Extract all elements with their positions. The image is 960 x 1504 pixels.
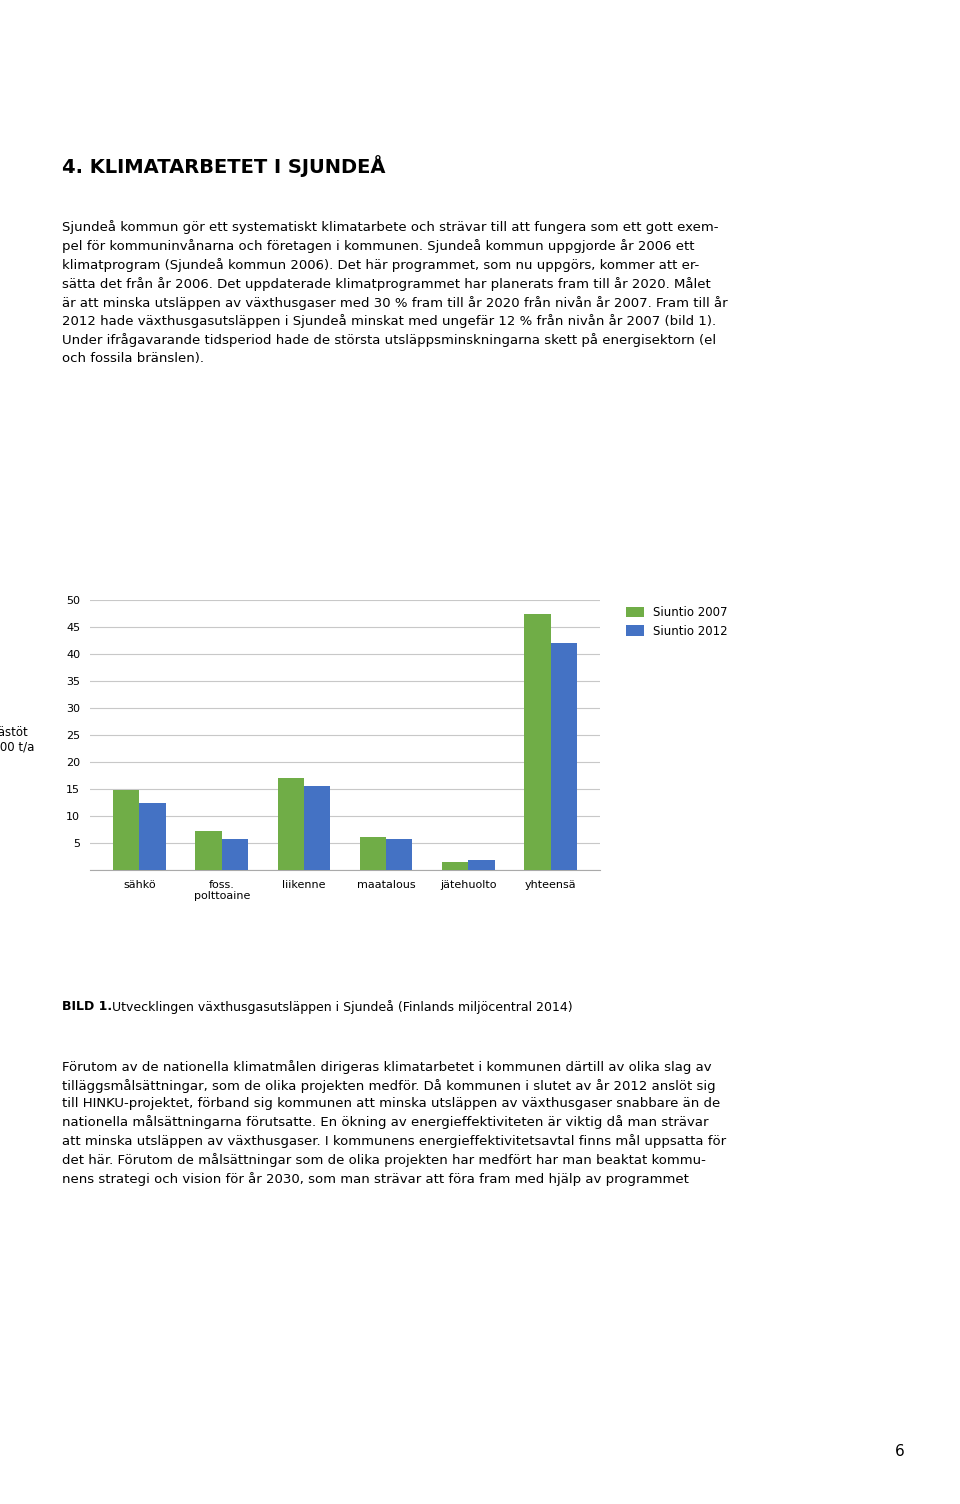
Bar (442, 862, 468, 869)
Bar (386, 839, 413, 869)
Text: Utvecklingen växthusgasutsläppen i Sjundeå (Finlands miljöcentral 2014): Utvecklingen växthusgasutsläppen i Sjund… (108, 1000, 572, 1014)
Bar (113, 790, 139, 869)
Text: Päästöt
1000 t/a: Päästöt 1000 t/a (0, 726, 35, 754)
Bar (550, 644, 577, 869)
Bar (222, 839, 248, 869)
Text: SJUNDEÅ KOMMUNS KLIMATPROGRAM: SJUNDEÅ KOMMUNS KLIMATPROGRAM (316, 18, 644, 36)
Text: 4. KLIMATARBETET I SJUNDEÅ: 4. KLIMATARBETET I SJUNDEÅ (62, 155, 386, 177)
Text: Förutom av de nationella klimatmålen dirigeras klimatarbetet i kommunen därtill : Förutom av de nationella klimatmålen dir… (62, 1060, 726, 1187)
Text: 6: 6 (896, 1444, 905, 1459)
Text: BILD 1.: BILD 1. (62, 1000, 112, 1014)
Bar (196, 832, 222, 869)
Bar (524, 614, 550, 869)
Bar (304, 785, 330, 869)
Legend: Siuntio 2007, Siuntio 2012: Siuntio 2007, Siuntio 2012 (626, 606, 728, 638)
Bar (360, 838, 386, 869)
Bar (277, 778, 304, 869)
Bar (139, 803, 166, 869)
Text: Sjundeå kommun gör ett systematiskt klimatarbete och strävar till att fungera so: Sjundeå kommun gör ett systematiskt klim… (62, 220, 728, 365)
Bar (468, 860, 494, 869)
